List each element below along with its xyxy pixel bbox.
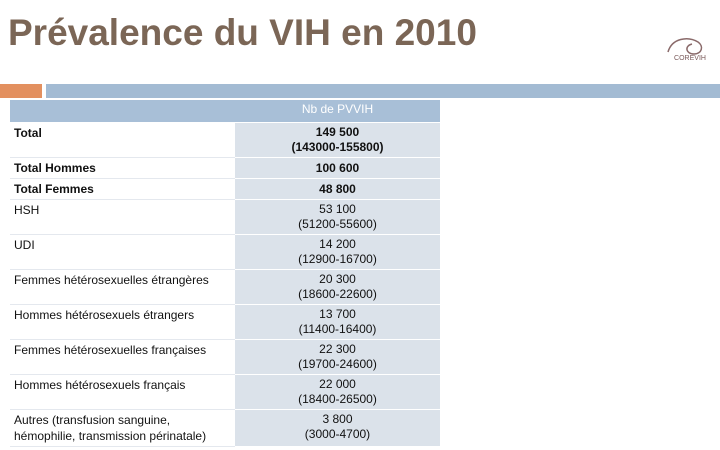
value-cell: 22 000 (18400-26500) xyxy=(235,374,440,410)
value: 3 800 xyxy=(322,412,353,426)
header-row: Nb de PVVIH xyxy=(10,100,440,123)
range: (18400-26500) xyxy=(298,392,377,406)
value-cell: 3 800 (3000-4700) xyxy=(235,409,440,447)
value: 22 000 xyxy=(319,377,356,391)
value: 100 600 xyxy=(315,161,360,175)
value: 20 300 xyxy=(319,272,356,286)
value-cell: 13 700 (11400-16400) xyxy=(235,304,440,340)
row-label: Femmes hétérosexuelles étrangères xyxy=(10,269,235,305)
row-label: Femmes hétérosexuelles françaises xyxy=(10,339,235,375)
range: (143000-155800) xyxy=(291,140,384,154)
range: (11400-16400) xyxy=(298,322,377,336)
row-label: Autres (transfusion sanguine, hémophilie… xyxy=(10,409,235,447)
value-cell: 20 300 (18600-22600) xyxy=(235,269,440,305)
title: Prévalence du VIH en 2010 xyxy=(8,12,477,53)
range: (19700-24600) xyxy=(298,357,377,371)
value-cell: 14 200 (12900-16700) xyxy=(235,234,440,270)
row-label: Total xyxy=(10,122,235,158)
row-label: Hommes hétérosexuels étrangers xyxy=(10,304,235,340)
range: (51200-55600) xyxy=(298,217,377,231)
value-cell: 53 100 (51200-55600) xyxy=(235,199,440,235)
table-row: Total 149 500 (143000-155800) xyxy=(10,122,440,158)
table-row: UDI 14 200 (12900-16700) xyxy=(10,234,440,270)
header-bar xyxy=(46,84,720,98)
logo: COREVIH xyxy=(667,38,706,62)
range: (18600-22600) xyxy=(298,287,377,301)
value: 53 100 xyxy=(319,202,356,216)
range: (12900-16700) xyxy=(298,252,377,266)
table-row: Femmes hétérosexuelles étrangères 20 300(… xyxy=(10,269,440,305)
row-label: Hommes hétérosexuels français xyxy=(10,374,235,410)
value-cell: 100 600 xyxy=(235,157,440,179)
table-row: Femmes hétérosexuelles françaises 22 300(… xyxy=(10,339,440,375)
table-row: Autres (transfusion sanguine, hémophilie… xyxy=(10,409,440,447)
column-header xyxy=(10,100,235,123)
value-cell: 22 300 (19700-24600) xyxy=(235,339,440,375)
value: 149 500 xyxy=(315,125,360,139)
range: (3000-4700) xyxy=(304,427,371,441)
value-cell: 48 800 xyxy=(235,178,440,200)
table-row: HSH 53 100 (51200-55600) xyxy=(10,199,440,235)
row-label: UDI xyxy=(10,234,235,270)
value: 22 300 xyxy=(319,342,356,356)
column-header: Nb de PVVIH xyxy=(235,100,440,123)
row-label: HSH xyxy=(10,199,235,235)
value: 13 700 xyxy=(319,307,356,321)
row-label: Total Femmes xyxy=(10,178,235,200)
prevalence-table: Nb de PVVIH Total 149 500 (143000-155800) T… xyxy=(10,100,440,447)
logo-shape xyxy=(667,38,703,55)
table-row: Total Femmes 48 800 xyxy=(10,178,440,200)
table-row: Total Hommes 100 600 xyxy=(10,157,440,179)
accent-bar xyxy=(0,84,42,98)
value-cell: 149 500 (143000-155800) xyxy=(235,122,440,158)
table-row: Hommes hétérosexuels étrangers 13 700 (114… xyxy=(10,304,440,340)
logo-text: COREVIH xyxy=(674,55,706,62)
value: 48 800 xyxy=(319,182,356,196)
value: 14 200 xyxy=(319,237,356,251)
table-row: Hommes hétérosexuels français 22 000 (1840… xyxy=(10,374,440,410)
row-label: Total Hommes xyxy=(10,157,235,179)
